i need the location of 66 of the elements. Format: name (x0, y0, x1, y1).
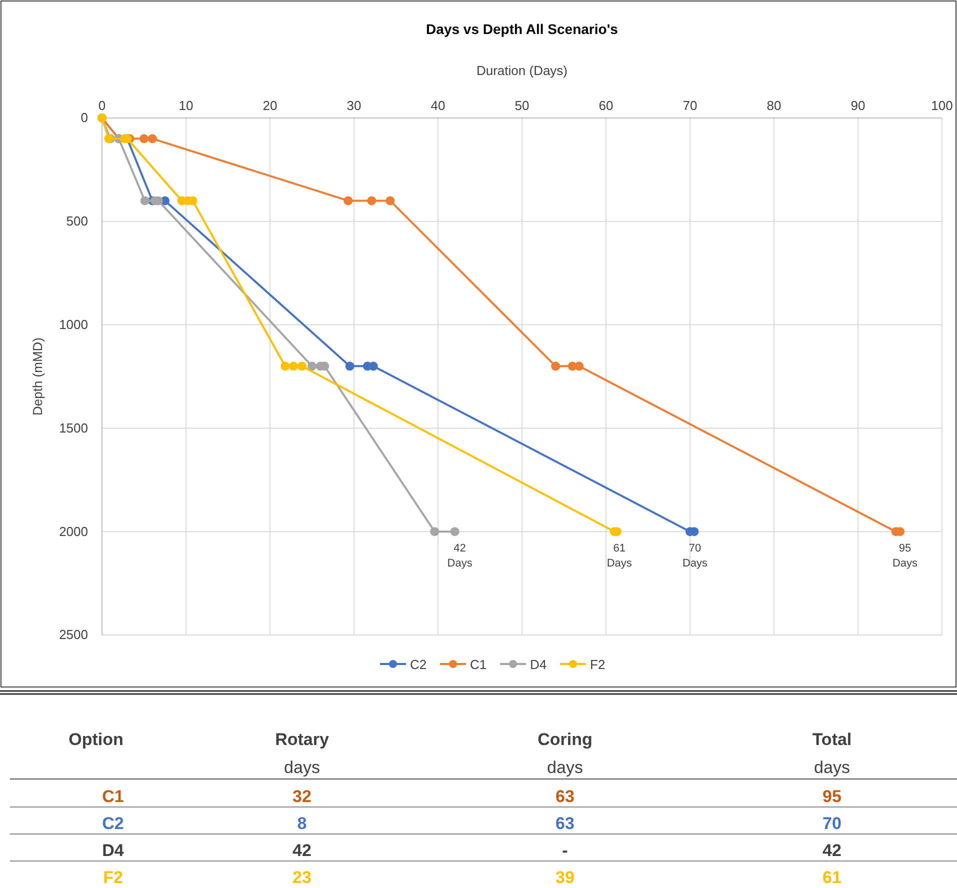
data-label: 42 (292, 841, 312, 860)
chart-title: Days vs Depth All Scenario's (426, 21, 618, 37)
point (140, 196, 150, 206)
point (289, 362, 298, 371)
data-label: 63 (556, 787, 574, 806)
point (551, 362, 560, 371)
annotation: 42 Days (447, 542, 473, 570)
y-tick-label: 0 (80, 110, 88, 126)
y-tick-label: 1500 (59, 420, 88, 436)
data-label: 23 (292, 868, 312, 887)
point (280, 362, 290, 371)
data-label: 42 (822, 841, 842, 860)
x-tick-label: 0 (98, 98, 106, 113)
text: - (562, 841, 568, 860)
x-tick-label: 90 (850, 98, 866, 113)
text: Coring (538, 730, 592, 749)
data-label: 8 (297, 814, 307, 833)
x-tick-label: 40 (430, 98, 446, 113)
x-tick-label: 60 (598, 98, 614, 113)
x-tick-label: 80 (766, 98, 782, 113)
legend-label: C1 (470, 657, 487, 672)
point (308, 362, 316, 371)
category-label: F2 (103, 868, 123, 887)
text: days (814, 758, 850, 777)
data-label: 32 (292, 787, 312, 806)
y-tick-label: 2000 (59, 524, 88, 539)
data-label: 61 (822, 868, 842, 887)
x-tick-label: 10 (178, 98, 194, 113)
category-label: C2 (102, 814, 124, 833)
x-tick-label: 100 (931, 98, 953, 113)
point (345, 362, 354, 371)
x-tick-label: 30 (346, 98, 362, 113)
point (430, 527, 440, 536)
point (574, 362, 584, 371)
point (297, 362, 306, 371)
annotation: 61 Days (606, 542, 632, 570)
text: Rotary (275, 730, 330, 749)
data-label: 39 (556, 868, 574, 887)
y-tick-label: 1000 (59, 316, 88, 332)
category-label: C1 (102, 787, 124, 806)
x-tick-label: 20 (262, 98, 278, 113)
x-tick-label: 50 (514, 98, 530, 113)
x-axis-title: Duration (Days) (476, 63, 568, 78)
text: Total (812, 730, 852, 749)
point (344, 196, 353, 206)
y-axis-title: Depth (mMD) (30, 337, 45, 416)
annotation: 95 Days (892, 542, 918, 570)
legend-label: C2 (410, 657, 427, 672)
point (450, 527, 460, 536)
data-label: 95 (822, 787, 842, 806)
legend-label: F2 (590, 657, 606, 672)
point (140, 134, 148, 144)
data-label: 70 (822, 814, 842, 833)
y-tick-label: 2500 (59, 627, 88, 642)
point (148, 134, 157, 144)
point (386, 196, 395, 206)
category-label: D4 (102, 841, 124, 860)
legend-label: D4 (530, 657, 547, 672)
point (367, 196, 376, 206)
text: days (284, 758, 320, 777)
annotation: 70 Days (682, 542, 708, 570)
y-tick-label: 500 (66, 214, 88, 229)
text: days (547, 758, 583, 777)
x-tick-label: 70 (682, 98, 698, 113)
text: Option (68, 730, 124, 749)
data-label: 63 (556, 814, 574, 833)
